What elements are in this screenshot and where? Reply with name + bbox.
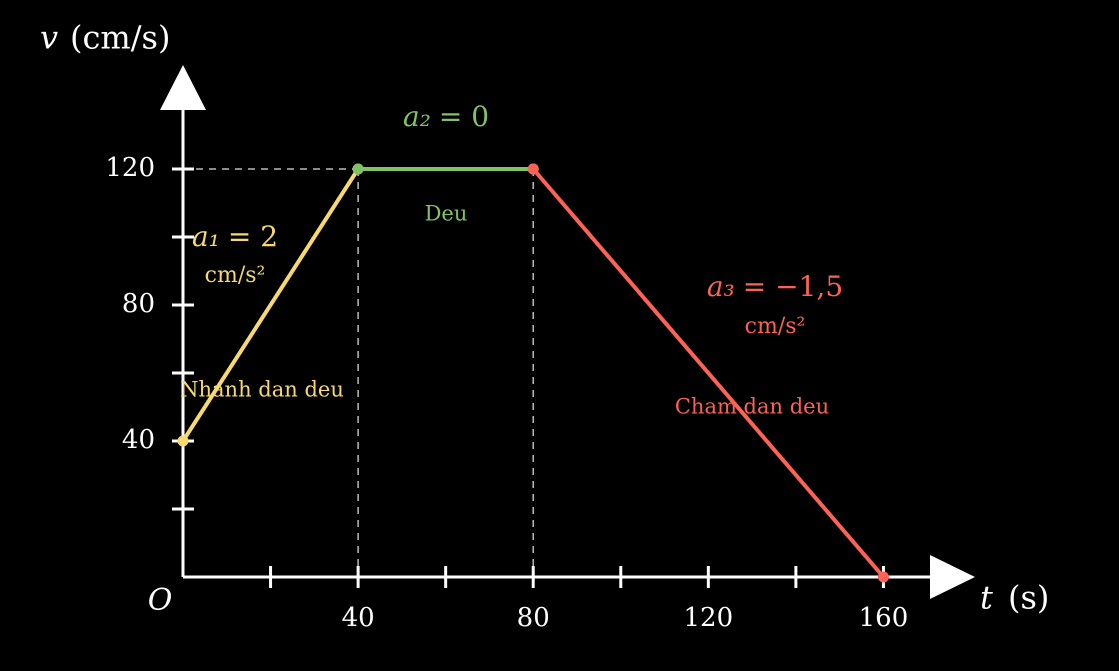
segment-description: Cham dan deu bbox=[675, 395, 829, 419]
y-symbol: v bbox=[40, 19, 58, 57]
x-tick-label: 80 bbox=[517, 603, 550, 633]
origin-label: O bbox=[148, 583, 173, 618]
accel-label: a₁ = 2 bbox=[192, 220, 278, 253]
y-unit: (cm/s) bbox=[70, 19, 170, 57]
accel-label: a₃ = −1,5 bbox=[707, 270, 843, 303]
x-tick-label: 120 bbox=[684, 603, 734, 633]
point bbox=[527, 163, 539, 175]
y-tick-label: 120 bbox=[105, 153, 155, 183]
segment-description: Deu bbox=[425, 202, 468, 226]
point bbox=[177, 435, 189, 447]
accel-value: = 2 bbox=[228, 220, 278, 253]
accel-unit: cm/s² bbox=[205, 263, 266, 288]
x-tick-label: 160 bbox=[859, 603, 909, 633]
point bbox=[877, 571, 889, 583]
series-line bbox=[181, 167, 360, 443]
x-tick-label: 40 bbox=[342, 603, 375, 633]
x-symbol: t bbox=[980, 579, 993, 617]
x-arrow bbox=[930, 555, 975, 599]
segment-description: Nhanh dan deu bbox=[180, 378, 344, 402]
accel-value: = −1,5 bbox=[743, 270, 843, 303]
y-arrow bbox=[160, 65, 206, 110]
series-line bbox=[531, 167, 885, 579]
accel-symbol: a₂ bbox=[403, 100, 431, 133]
accel-label: a₂ = 0 bbox=[403, 100, 489, 133]
accel-value: = 0 bbox=[439, 100, 489, 133]
accel-unit: cm/s² bbox=[745, 314, 806, 339]
accel-symbol: a₁ bbox=[192, 220, 220, 253]
y-tick-label: 80 bbox=[122, 289, 155, 319]
y-tick-label: 40 bbox=[122, 425, 155, 455]
point bbox=[352, 163, 364, 175]
x-unit: (s) bbox=[1008, 579, 1049, 617]
accel-symbol: a₃ bbox=[707, 270, 735, 303]
